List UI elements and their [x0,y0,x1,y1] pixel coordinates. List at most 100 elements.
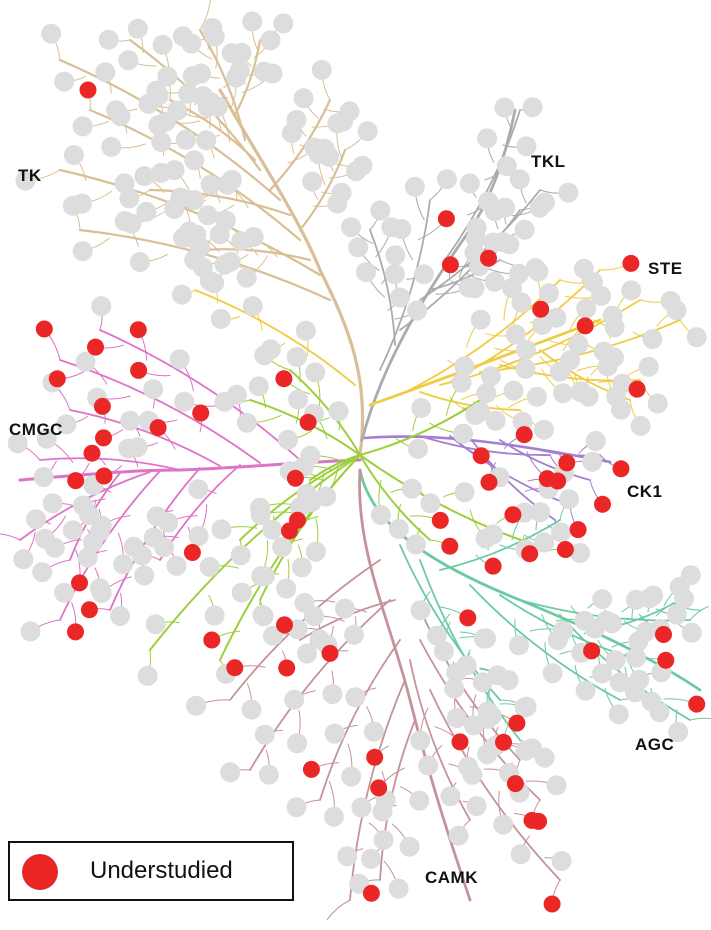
kinase-node [20,621,41,642]
kinase-node [217,174,238,195]
kinase-node [602,305,623,326]
understudied-kinase-node [504,506,522,524]
branch-ck1 [499,439,591,481]
kinase-node [446,708,467,728]
understudied-kinase-node [370,779,388,797]
kinase-node [286,109,307,130]
kinase-node [493,232,513,253]
kinase-node [286,347,307,367]
kinase-node [127,18,148,39]
kinase-node [341,766,362,787]
kinase-node [305,362,326,383]
kinase-node [200,174,221,195]
understudied-kinase-node [276,616,293,634]
kinase-node [372,801,393,822]
legend-label: Understudied [90,857,233,884]
understudied-kinase-node [532,300,550,318]
understudied-kinase-node [286,469,304,487]
kinase-node [528,261,549,282]
kinase-node [106,100,127,121]
kinase-node [262,519,283,540]
kinase-node [466,217,487,238]
understudied-kinase-node [655,626,672,643]
kinase-node [534,532,555,553]
kinase-node [592,663,613,684]
kinase-node [642,329,663,350]
kinase-node [647,393,668,414]
kinase-node [324,723,345,744]
branch-tkl [369,229,396,346]
kinase-node [475,528,496,549]
understudied-kinase-node [362,884,380,902]
kinase-node [327,113,348,134]
kinase-node [348,237,369,258]
kinase-node [454,356,475,377]
twig-tk [199,0,211,31]
kinase-node [628,631,649,652]
kinase-node [558,182,579,203]
understudied-kinase-node [480,473,498,491]
twig-agc [689,717,711,721]
kinase-node [143,379,164,400]
kinase-node [668,722,689,742]
branch-tk [78,228,332,302]
kinase-node [496,156,517,177]
kinase-node [542,663,563,684]
kinase-node [260,30,281,51]
kinase-node [407,300,427,321]
kinase-node [477,128,498,149]
kinase-node [254,61,275,82]
kinase-node [582,451,603,472]
kinase-node [470,401,491,422]
understudied-kinase-node [594,495,611,513]
kinase-node [72,193,92,214]
kinase-node [494,97,515,118]
kinase-node [390,287,410,308]
understudied-kinase-node [556,541,574,558]
understudied-kinase-node [278,659,296,677]
understudied-kinase-node [538,470,556,488]
kinase-node [411,398,432,418]
kinase-node [26,509,46,530]
kinase-node [509,635,529,656]
kinase-node [287,733,308,754]
branch-camk [319,639,401,801]
kinase-node [252,605,273,625]
trunk-tk [218,88,365,457]
kinase-node [184,190,205,210]
kinase-node [197,205,218,226]
understudied-kinase-node [506,775,524,793]
kinase-node [118,50,139,71]
kinase-node [546,775,567,796]
branch-camk [349,679,406,901]
kinase-node [95,62,116,83]
kinase-node [420,493,441,514]
trunk-agc [358,468,702,692]
kinase-node [44,537,65,558]
understudied-kinase-node [441,537,459,555]
kinase-node [89,578,110,599]
kinase-node [305,541,326,562]
group-label-tkl: TKL [531,152,566,171]
kinase-node [418,755,439,776]
kinase-node [476,628,496,649]
kinase-node [164,160,185,181]
understudied-kinase-node [688,695,706,713]
kinase-node [166,555,187,576]
branch-ste [194,289,356,386]
kinase-node [591,285,611,306]
kinase-node [118,438,139,459]
group-label-ste: STE [648,259,683,278]
understudied-kinase-node [508,714,526,732]
kinase-node [251,566,272,587]
kinase-node [466,796,487,817]
kinase-node [502,278,522,298]
kinase-node [138,93,159,114]
kinase-node [172,26,193,47]
kinase-node [413,264,434,285]
kinase-node [649,702,670,723]
understudied-kinase-node [79,81,97,99]
kinase-node [121,213,142,234]
kinase-node [178,83,199,104]
kinase-node [410,730,431,751]
